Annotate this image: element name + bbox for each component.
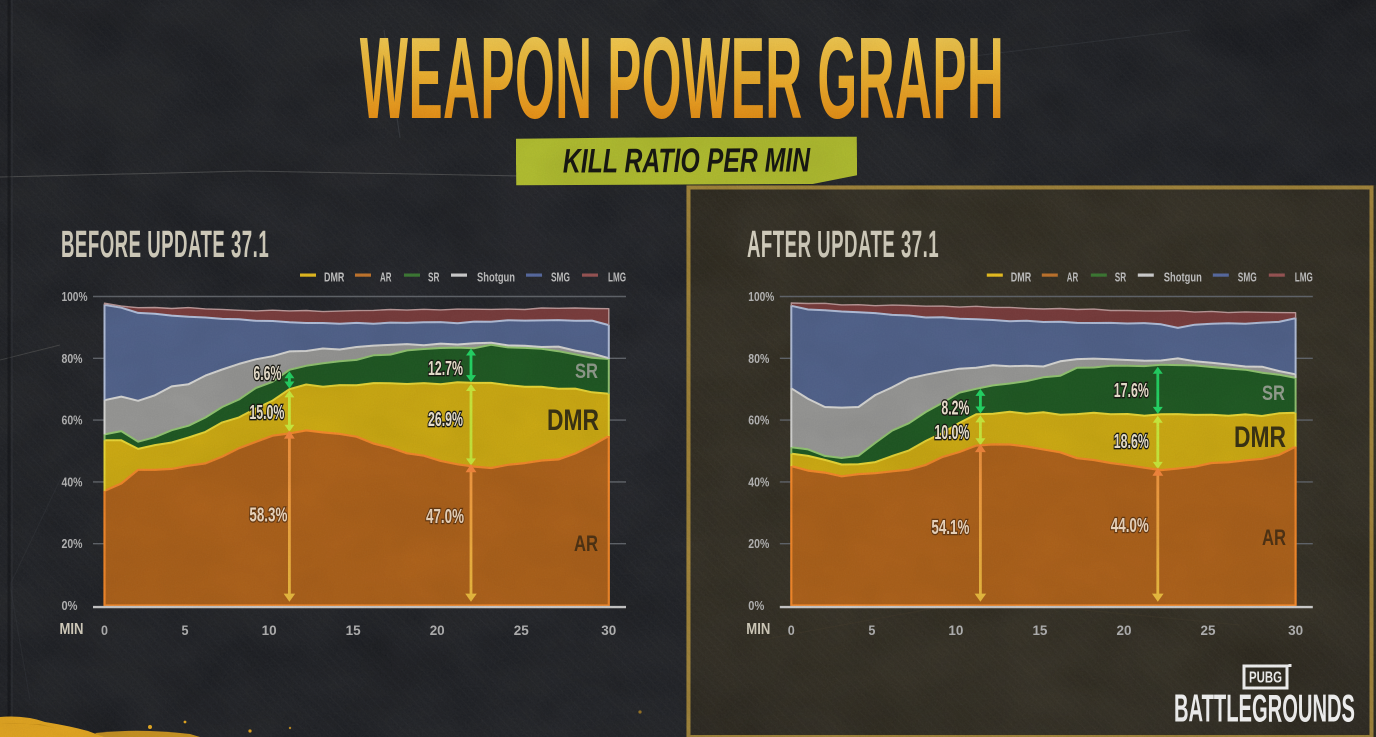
svg-text:PUBG: PUBG [1249,670,1282,687]
svg-text:BATTLEGROUNDS: BATTLEGROUNDS [1174,688,1355,731]
